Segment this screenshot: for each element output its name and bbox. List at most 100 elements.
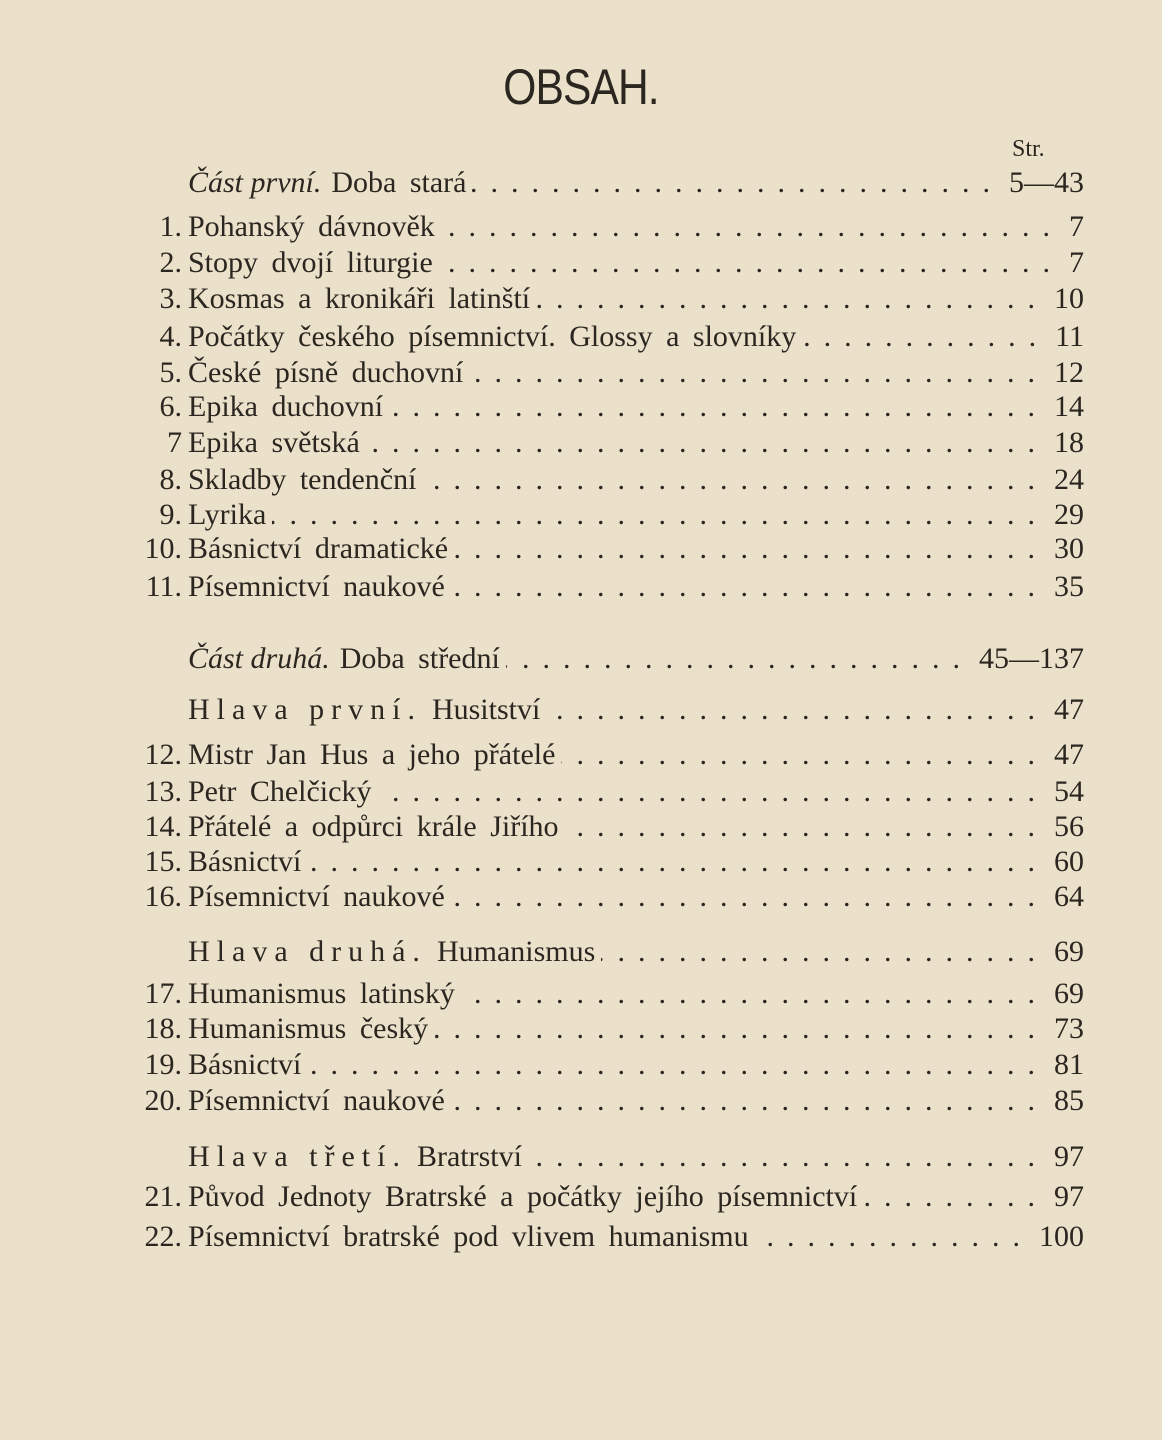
entry-number: 10.	[144, 532, 183, 565]
heading-label: Část první.	[188, 166, 322, 199]
entry-number: 6.	[159, 390, 183, 423]
dot-leader: ........................................…	[389, 390, 1048, 423]
page-number: 30	[1054, 532, 1084, 565]
toc-entry: 6. Epika duchovní........................…	[100, 390, 1085, 430]
entry-title: Mistr Jan Hus a jeho přátelé	[188, 738, 556, 771]
entry-title: Přátelé a odpůrci krále Jiřího	[188, 810, 559, 843]
entry-title: Epika světská	[188, 426, 360, 459]
entry-number: 3.	[159, 282, 183, 315]
heading-label: Hlava první.	[188, 693, 422, 726]
page-number: 5—43	[1009, 166, 1084, 199]
entry-title: Humanismus český	[188, 1012, 429, 1045]
heading-title: Bratrství	[416, 1140, 522, 1173]
toc-entry: 9. Lyrika................................…	[100, 498, 1085, 538]
entry-title: Lyrika	[188, 498, 267, 531]
heading-title: Humanismus	[436, 935, 596, 968]
entry-number: 19.	[144, 1048, 183, 1081]
dot-leader: ........................................…	[307, 1048, 1048, 1081]
dot-leader: ........................................…	[472, 166, 1003, 199]
page-title: OBSAH.	[503, 59, 659, 115]
dot-leader: ........................................…	[536, 282, 1048, 315]
toc-entry: 14. Přátelé a odpůrci krále Jiřího.......…	[100, 810, 1085, 850]
entry-title: Epika duchovní	[188, 390, 384, 423]
entry-title: Humanismus latinský	[188, 977, 455, 1010]
entry-title: Počátky českého písemnictví. Glossy a sl…	[188, 320, 797, 353]
dot-leader: ........................................…	[802, 320, 1050, 353]
dot-leader: ........................................…	[506, 642, 973, 675]
page-number: 85	[1054, 1084, 1084, 1117]
page-number: 81	[1054, 1048, 1084, 1081]
heading-label: Hlava třetí.	[188, 1140, 407, 1173]
dot-leader: ........................................…	[469, 356, 1048, 389]
toc-entry: 4. Počátky českého písemnictví. Glossy a …	[100, 320, 1085, 360]
entry-title: Písemnictví naukové	[188, 1084, 445, 1117]
entry-number: 1.	[159, 210, 183, 243]
page-number: 12	[1054, 356, 1084, 389]
toc-entry: 1. Pohanský dávnověk.....................…	[100, 210, 1085, 250]
entry-number: 2.	[159, 246, 183, 279]
dot-leader: ........................................…	[441, 210, 1063, 243]
entry-number: 18.	[144, 1012, 183, 1045]
heading-title: Doba střední	[339, 642, 500, 675]
entry-title: Písemnictví naukové	[188, 880, 445, 913]
dot-leader: ........................................…	[450, 1084, 1048, 1117]
toc-entry: 7 Epika světská..........................…	[100, 426, 1084, 466]
page-number: 69	[1054, 935, 1084, 968]
entry-number: 9.	[159, 498, 183, 531]
entry-title: Básnictví	[188, 845, 302, 878]
dot-leader: ........................................…	[601, 935, 1048, 968]
entry-number: 11.	[145, 570, 182, 603]
toc-entry: 12. Mistr Jan Hus a jeho přátelé.........…	[100, 738, 1085, 778]
page-number: 73	[1054, 1012, 1084, 1045]
dot-leader: ........................................…	[377, 775, 1048, 808]
page-number: 14	[1054, 390, 1084, 423]
dot-leader: ........................................…	[454, 532, 1048, 565]
toc-chapter-heading: Hlava třetí. Bratrství...................…	[100, 1140, 1084, 1180]
toc-entry: 2. Stopy dvojí liturgie..................…	[100, 246, 1085, 286]
dot-leader: ........................................…	[863, 1180, 1048, 1213]
dot-leader: ........................................…	[528, 1140, 1048, 1173]
page-number: 45—137	[979, 642, 1084, 675]
dot-leader: ........................................…	[434, 1012, 1048, 1045]
entry-title: Petr Chelčický	[188, 775, 372, 808]
entry-title: Básnictví	[188, 1048, 302, 1081]
entry-title: Stopy dvojí liturgie	[188, 246, 433, 279]
toc-entry: 19. Básnictví............................…	[100, 1048, 1085, 1088]
page-number: 10	[1054, 282, 1084, 315]
entry-number: 12.	[144, 738, 183, 771]
toc-entry: 20. Písemnictví naukové..................…	[100, 1084, 1085, 1124]
entry-number: 15.	[144, 845, 183, 878]
dot-leader: ........................................…	[561, 738, 1048, 771]
page-number: 7	[1069, 210, 1084, 243]
page-number: 100	[1039, 1220, 1084, 1253]
dot-leader: ........................................…	[366, 426, 1048, 459]
page-number: 97	[1054, 1140, 1084, 1173]
page-number: 29	[1054, 498, 1084, 531]
entry-number: 20.	[144, 1084, 183, 1117]
heading-title: Doba stará	[331, 166, 467, 199]
toc-entry: 16. Písemnictví naukové..................…	[100, 880, 1085, 920]
dot-leader: ........................................…	[546, 693, 1048, 726]
entry-number: 14.	[144, 810, 183, 843]
entry-number: 7	[167, 426, 182, 459]
toc-entry: 17. Humanismus latinský..................…	[100, 977, 1085, 1017]
page-number: 35	[1054, 570, 1084, 603]
toc-part-heading: Část druhá. Doba střední.................…	[100, 642, 1084, 682]
page-number: 47	[1054, 738, 1084, 771]
toc-entry: 11. Písemnictví naukové..................…	[100, 570, 1084, 610]
dot-leader: ........................................…	[754, 1220, 1033, 1253]
page-column-label: Str.	[1012, 136, 1045, 162]
dot-leader: ........................................…	[307, 845, 1048, 878]
toc-chapter-heading: Hlava druhá. Humanismus..................…	[100, 935, 1084, 975]
page-number: 69	[1054, 977, 1084, 1010]
dot-leader: ........................................…	[450, 880, 1048, 913]
dot-leader: ........................................…	[565, 810, 1048, 843]
entry-title: České písně duchovní	[188, 356, 464, 389]
dot-leader: ........................................…	[460, 977, 1048, 1010]
page-number: 64	[1054, 880, 1084, 913]
toc-part-heading: Část první. Doba stará...................…	[100, 166, 1084, 206]
entry-title: Pohanský dávnověk	[188, 210, 435, 243]
page-number: 60	[1054, 845, 1084, 878]
toc-entry: 22. Písemnictví bratrské pod vlivem human…	[100, 1220, 1085, 1260]
toc-entry: 8. Skladby tendenční.....................…	[100, 463, 1085, 503]
